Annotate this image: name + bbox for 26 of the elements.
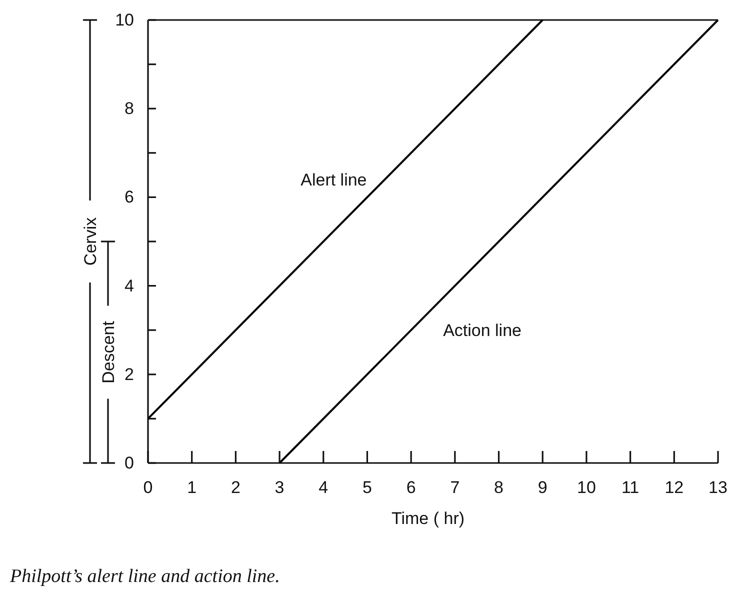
x-tick-label: 11 [621,478,640,498]
y-tick-label: 6 [124,188,134,207]
x-tick-label: 10 [577,478,596,498]
text: Descent [99,320,118,384]
x-tick-label: 13 [708,478,728,498]
text: Philpott’s alert line and action line. [9,566,280,587]
y-tick-label: 10 [115,10,134,30]
x-tick-label: 1 [187,478,197,498]
x-axis-title: Time ( hr) [391,509,465,528]
x-tick-label: 9 [538,478,548,498]
x-tick-label: 4 [318,478,328,498]
x-tick-label: 6 [406,478,416,498]
x-tick-label: 3 [274,478,284,498]
x-tick-label: 7 [450,478,460,498]
x-tick-label: 0 [143,478,153,498]
x-tick-label: 2 [230,478,240,498]
series-label: Alert line [300,170,367,190]
x-tick-label: 8 [494,478,504,498]
y-tick-label: 4 [124,276,134,296]
series-label: Action line [443,321,522,340]
x-tick-label: 5 [362,478,372,498]
y-tick-label: 0 [124,453,134,472]
y-tick-label: 8 [124,99,134,118]
x-tick-label: 12 [664,478,684,498]
y-axis-title: Cervix [81,216,100,266]
y-tick-label: 2 [124,364,134,384]
